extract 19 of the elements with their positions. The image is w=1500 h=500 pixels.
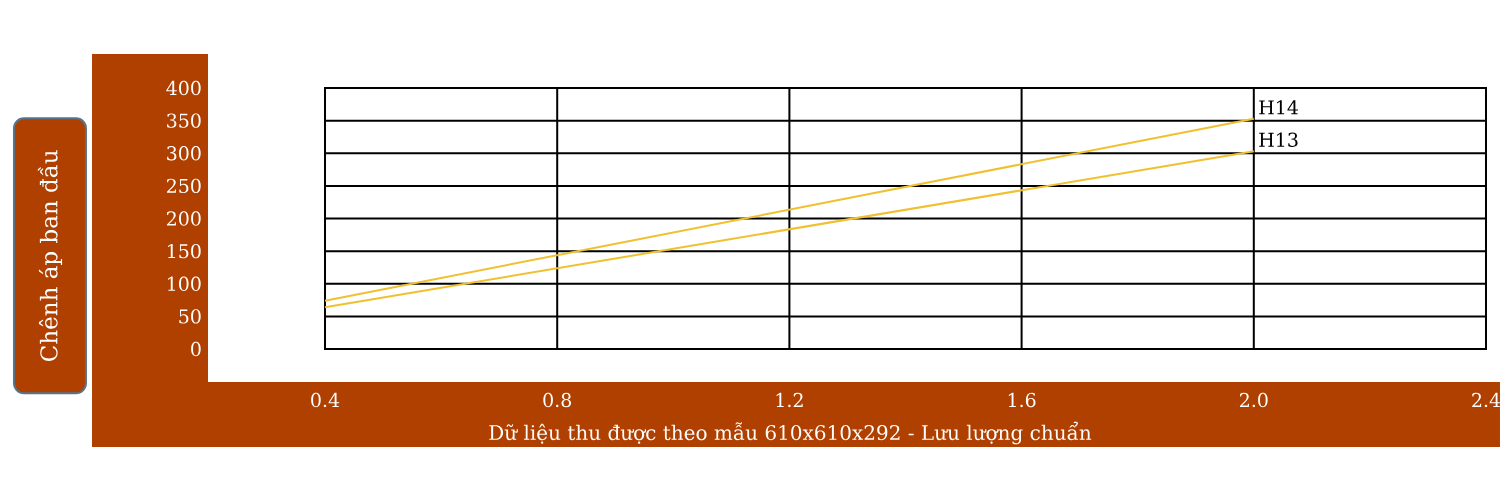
y-tick-label: 0 — [191, 341, 201, 357]
x-tick-label: 1.6 — [1008, 392, 1036, 408]
x-tick-label: 0.8 — [543, 392, 572, 408]
y-tick-label: 300 — [167, 146, 201, 161]
y-tick-label: 250 — [166, 178, 201, 194]
y-tick-label: 350 — [167, 113, 201, 128]
x-axis-title: Dữ liệu thu được theo mẫu 610x610x292 - Lưu lượng chuẩn — [489, 421, 1092, 445]
y-tick-label: 200 — [166, 211, 201, 226]
x-tick-label: 1.2 — [776, 392, 803, 408]
y-axis-title: Chênh áp ban đầu — [37, 150, 63, 361]
y-tick-label: 100 — [168, 276, 201, 291]
y-tick-label: 400 — [166, 80, 201, 96]
series-label: H14 — [1259, 100, 1298, 115]
x-tick-label: 2.0 — [1239, 392, 1268, 408]
y-tick-label: 150 — [168, 243, 201, 259]
series-label: H13 — [1259, 132, 1298, 147]
x-tick-label: 2.4 — [1472, 392, 1500, 408]
y-tick-label: 50 — [179, 309, 201, 324]
x-tick-label: 0.4 — [311, 392, 340, 408]
